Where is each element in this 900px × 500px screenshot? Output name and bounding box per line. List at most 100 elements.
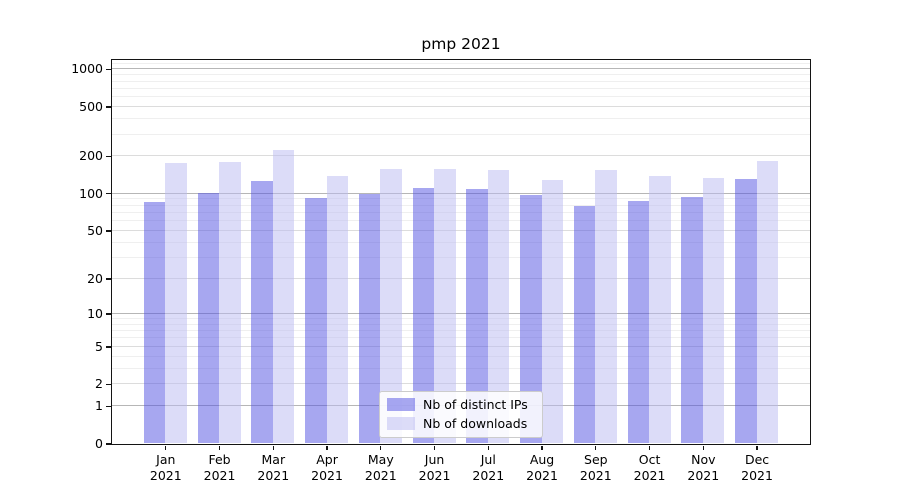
legend-item-distinct-ips: Nb of distinct IPs: [387, 397, 533, 412]
y-tick-mark-1000: [105, 68, 111, 71]
bar-downloads-jun: [434, 169, 456, 444]
legend-swatch-distinct-ips-icon: [387, 398, 415, 411]
gridline-y-8: [111, 323, 810, 325]
legend-swatch-downloads-icon: [387, 417, 415, 430]
y-tick-mark-10: [105, 313, 111, 315]
legend-label-distinct-ips: Nb of distinct IPs: [423, 397, 528, 412]
y-tick-label-20: 20: [87, 270, 103, 286]
x-tick-label-jun: Jun 2021: [418, 452, 451, 483]
gridline-y-600: [111, 96, 810, 98]
x-tick-label-nov: Nov 2021: [687, 452, 720, 483]
x-tick-label-feb: Feb 2021: [203, 452, 236, 483]
y-tick-label-200: 200: [79, 148, 103, 164]
gridline-y-60: [111, 220, 810, 222]
bar-distinct-ips-aug: [520, 195, 542, 444]
gridline-y-3: [111, 367, 810, 369]
y-tick-mark-5: [105, 346, 111, 348]
gridline-y-10: [111, 312, 810, 314]
x-tick-label-aug: Aug 2021: [526, 452, 558, 483]
y-tick-mark-100: [105, 193, 111, 195]
gridline-y-1100: [111, 63, 810, 65]
x-tick-label-mar: Mar 2021: [257, 452, 290, 483]
chart-title: pmp 2021: [421, 35, 501, 53]
bar-distinct-ips-sep: [573, 205, 596, 444]
bar-downloads-mar: [272, 149, 295, 444]
x-tick-label-jan: Jan 2021: [149, 452, 182, 483]
y-tick-label-50: 50: [87, 222, 103, 238]
y-tick-label-100: 100: [79, 185, 103, 201]
bar-distinct-ips-jun: [412, 188, 435, 444]
bar-downloads-sep: [595, 170, 617, 444]
x-tick-mark-may: [380, 445, 382, 450]
bar-downloads-feb: [219, 161, 241, 444]
gridline-y-300: [111, 133, 810, 135]
legend-label-downloads: Nb of downloads: [423, 416, 528, 431]
bar-distinct-ips-apr: [305, 198, 327, 444]
y-tick-mark-2: [105, 383, 111, 386]
gridline-y-5: [111, 345, 810, 347]
y-tick-label-1000: 1000: [71, 61, 103, 77]
legend: Nb of distinct IPs Nb of downloads: [379, 391, 543, 438]
y-tick-label-5: 5: [95, 338, 103, 354]
x-tick-mark-jan: [165, 445, 167, 450]
x-tick-mark-aug: [541, 445, 543, 450]
bar-downloads-jul: [487, 170, 510, 444]
gridline-y-6: [111, 337, 810, 339]
gridline-y-2: [111, 383, 810, 385]
bar-distinct-ips-nov: [681, 196, 703, 444]
gridline-y-100: [111, 192, 810, 194]
x-tick-mark-mar: [272, 445, 274, 450]
bar-downloads-nov: [702, 177, 725, 444]
bar-distinct-ips-jan: [143, 201, 166, 444]
plot-area: [110, 58, 811, 445]
legend-item-downloads: Nb of downloads: [387, 416, 533, 431]
gridline-y-80: [111, 204, 810, 206]
y-tick-mark-0: [105, 443, 111, 445]
y-tick-mark-50: [105, 230, 111, 232]
x-tick-mark-jul: [487, 445, 489, 450]
gridline-y-1000: [111, 68, 810, 70]
bar-downloads-may: [380, 169, 402, 444]
gridline-y-200: [111, 155, 810, 157]
y-tick-label-0: 0: [95, 436, 103, 451]
x-tick-mark-nov: [702, 445, 704, 450]
gridline-y-50: [111, 229, 810, 231]
gridline-y-20: [111, 277, 810, 279]
y-tick-label-2: 2: [95, 376, 103, 392]
gridline-y-70: [111, 211, 810, 213]
y-tick-label-10: 10: [87, 305, 103, 321]
x-tick-label-jul: Jul 2021: [472, 452, 505, 483]
bar-distinct-ips-oct: [627, 200, 650, 444]
bar-distinct-ips-jul: [466, 189, 488, 444]
x-tick-mark-feb: [218, 445, 221, 450]
x-tick-label-sep: Sep 2021: [579, 452, 612, 483]
gridline-y-800: [111, 80, 810, 82]
x-tick-mark-dec: [756, 445, 758, 450]
y-tick-mark-1: [105, 405, 111, 408]
bar-distinct-ips-may: [358, 194, 381, 444]
bar-downloads-apr: [326, 175, 349, 444]
x-tick-mark-apr: [326, 445, 328, 450]
x-tick-label-apr: Apr 2021: [311, 452, 343, 483]
y-tick-mark-20: [105, 278, 111, 280]
x-tick-label-dec: Dec 2021: [741, 452, 773, 483]
x-tick-mark-jun: [433, 445, 436, 450]
bar-distinct-ips-dec: [735, 178, 757, 444]
bar-downloads-dec: [756, 161, 779, 444]
gridline-y-400: [111, 118, 810, 120]
x-tick-label-may: May 2021: [364, 452, 397, 483]
x-tick-label-oct: Oct 2021: [633, 452, 666, 483]
gridline-y-90: [111, 198, 810, 200]
bar-distinct-ips-feb: [197, 192, 220, 444]
gridline-y-4: [111, 355, 810, 357]
gridline-y-9: [111, 318, 810, 320]
bar-downloads-jan: [165, 163, 187, 444]
gridline-y-7: [111, 330, 810, 332]
bar-downloads-oct: [649, 176, 671, 444]
gridline-y-30: [111, 256, 810, 258]
bar-downloads-aug: [541, 180, 564, 444]
gridline-y-900: [111, 74, 810, 76]
y-tick-mark-200: [105, 155, 111, 158]
x-tick-mark-oct: [648, 445, 651, 450]
